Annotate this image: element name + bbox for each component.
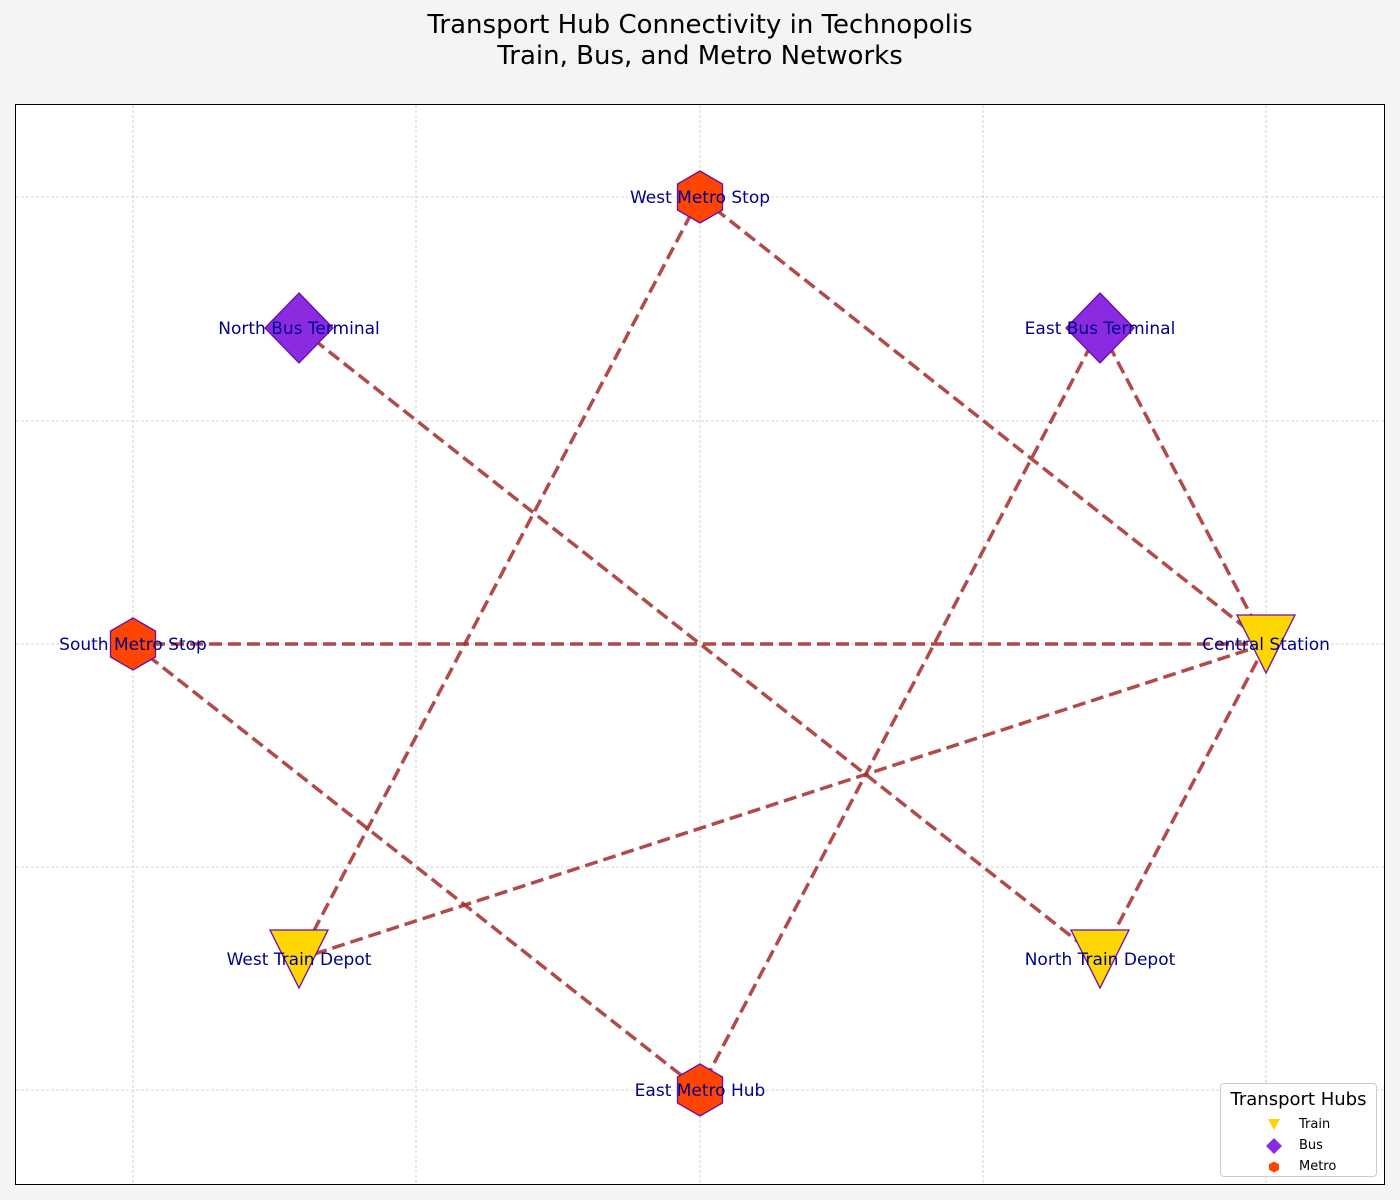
chart-title: Transport Hub Connectivity in Technopoli… [0,10,1400,72]
legend-item-train: Train [1221,1116,1376,1134]
node-label-central-station: Central Station [1202,635,1330,655]
metro-hexagon-icon [1269,1161,1279,1173]
node-label-north-bus-terminal: North Bus Terminal [218,319,380,339]
node-central-station [1235,614,1297,675]
node-label-east-metro-hub: East Metro Hub [635,1081,766,1101]
legend-item-bus: Bus [1221,1137,1376,1155]
node-west-train-depot [268,929,330,990]
edge-west-metro-stop-to-west-train-depot [297,196,702,960]
node-south-metro-stop [109,617,157,671]
nodes [109,170,1297,1117]
node-label-north-train-depot: North Train Depot [1025,950,1176,970]
bus-diamond-icon [1266,1138,1282,1154]
node-east-bus-terminal [1065,292,1135,364]
legend: Transport Hubs Train Bus Metro [1220,1083,1377,1177]
train-triangle-icon [1268,1119,1280,1130]
edge-west-metro-stop-to-central-station [698,195,1268,646]
node-label-west-metro-stop: West Metro Stop [630,188,770,208]
title-line-1: Transport Hub Connectivity in Technopoli… [427,10,973,40]
legend-label-metro: Metro [1299,1159,1337,1174]
edge-east-bus-terminal-to-east-metro-hub [698,327,1102,1091]
node-labels: West Metro Stop North Bus Terminal East Bu… [59,188,1330,1101]
node-label-south-metro-stop: South Metro Stop [59,635,207,655]
edge-central-station-to-west-train-depot [298,642,1267,961]
node-east-metro-hub [676,1063,724,1117]
node-label-west-train-depot: West Train Depot [227,950,372,970]
edge-central-station-to-north-train-depot [1098,643,1268,960]
grid [16,105,1384,1184]
edge-south-metro-stop-to-east-metro-hub [131,642,702,1092]
edges [131,195,1268,1092]
node-north-train-depot [1069,929,1131,990]
title-line-2: Train, Bus, and Metro Networks [497,41,903,71]
node-north-bus-terminal [264,292,334,364]
plot-area [15,104,1385,1185]
legend-label-bus: Bus [1299,1138,1323,1153]
node-west-metro-stop [676,170,724,224]
legend-title: Transport Hubs [1230,1089,1367,1110]
edge-east-bus-terminal-to-central-station [1098,327,1268,645]
node-label-east-bus-terminal: East Bus Terminal [1025,319,1176,339]
legend-label-train: Train [1299,1117,1331,1132]
legend-item-metro: Metro [1221,1158,1376,1176]
